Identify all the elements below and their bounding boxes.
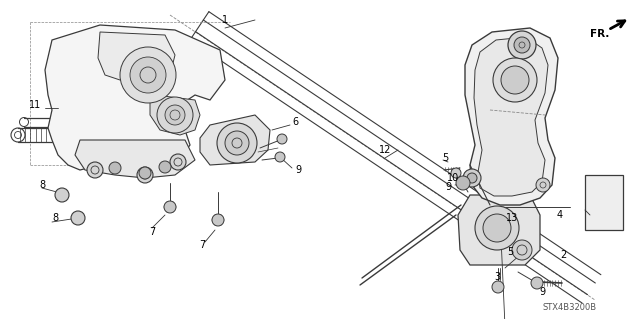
Text: 9: 9	[295, 165, 301, 175]
Text: 1: 1	[222, 15, 228, 25]
Circle shape	[483, 214, 511, 242]
Circle shape	[512, 240, 532, 260]
Circle shape	[130, 57, 166, 93]
Bar	[585, 175, 623, 230]
Polygon shape	[56, 190, 68, 200]
Text: 12: 12	[379, 145, 391, 155]
Polygon shape	[465, 28, 558, 205]
Circle shape	[451, 168, 461, 178]
Text: 2: 2	[560, 250, 566, 260]
Polygon shape	[458, 195, 540, 265]
Circle shape	[536, 178, 550, 192]
Circle shape	[225, 131, 249, 155]
Circle shape	[87, 162, 103, 178]
Circle shape	[217, 123, 257, 163]
Polygon shape	[75, 140, 195, 178]
Text: 13: 13	[506, 213, 518, 223]
Circle shape	[165, 105, 185, 125]
Circle shape	[137, 167, 153, 183]
Circle shape	[170, 154, 186, 170]
Text: 8: 8	[52, 213, 58, 223]
Circle shape	[164, 201, 176, 213]
Polygon shape	[474, 37, 548, 196]
Circle shape	[55, 188, 69, 202]
Text: 5: 5	[507, 247, 513, 257]
Text: 7: 7	[149, 227, 155, 237]
Text: 10: 10	[447, 173, 459, 183]
Circle shape	[493, 58, 537, 102]
Text: 9: 9	[539, 287, 545, 297]
Polygon shape	[200, 115, 270, 165]
Text: 5: 5	[442, 153, 448, 163]
Text: 7: 7	[199, 240, 205, 250]
Polygon shape	[164, 202, 176, 212]
Circle shape	[157, 97, 193, 133]
Polygon shape	[150, 95, 200, 135]
Circle shape	[467, 173, 477, 183]
Text: FR.: FR.	[590, 29, 610, 39]
Circle shape	[109, 162, 121, 174]
Polygon shape	[98, 32, 175, 80]
Text: 6: 6	[292, 117, 298, 127]
Circle shape	[475, 206, 519, 250]
Circle shape	[120, 47, 176, 103]
Circle shape	[159, 161, 171, 173]
Circle shape	[71, 211, 85, 225]
Circle shape	[456, 176, 470, 190]
Circle shape	[275, 152, 285, 162]
Text: 4: 4	[557, 210, 563, 220]
Text: 9: 9	[445, 182, 451, 192]
Circle shape	[212, 214, 224, 226]
Circle shape	[139, 167, 151, 179]
Circle shape	[514, 37, 530, 53]
Text: 8: 8	[39, 180, 45, 190]
Polygon shape	[457, 178, 469, 188]
Circle shape	[501, 66, 529, 94]
Circle shape	[531, 277, 543, 289]
Text: 3: 3	[494, 272, 500, 282]
Polygon shape	[212, 215, 224, 225]
Text: STX4B3200B: STX4B3200B	[543, 303, 597, 313]
Polygon shape	[45, 25, 225, 175]
Text: 11: 11	[29, 100, 41, 110]
Circle shape	[463, 169, 481, 187]
Circle shape	[492, 281, 504, 293]
Circle shape	[508, 31, 536, 59]
Circle shape	[277, 134, 287, 144]
Polygon shape	[72, 213, 84, 223]
